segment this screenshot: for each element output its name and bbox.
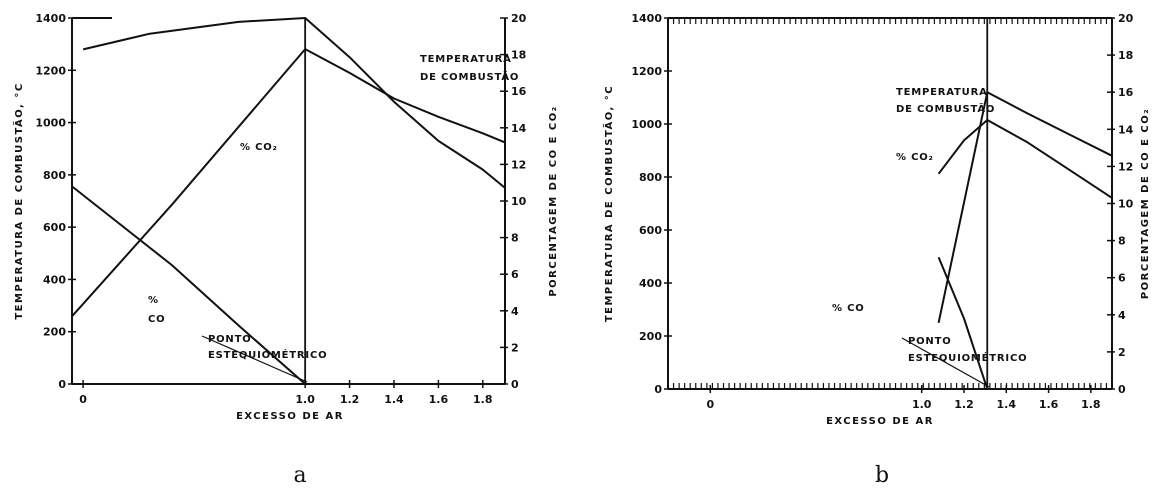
y-tick-label-left: 600: [639, 224, 662, 237]
y-tick-label-right: 8: [1118, 235, 1126, 248]
y-tick-label-right: 18: [1118, 49, 1133, 62]
y-tick-label-right: 6: [1118, 272, 1126, 285]
annotation-de-combustao: DE COMBUSTÃO: [896, 102, 995, 115]
annotation-co2: % CO₂: [240, 142, 278, 153]
y-tick-label-left: 1000: [35, 117, 66, 130]
x-tick-label: 1.4: [384, 393, 404, 406]
y-tick-label-right: 10: [511, 195, 527, 208]
y-tick-label-left: 200: [639, 330, 662, 343]
y-tick-label-left: 800: [639, 171, 662, 184]
y-tick-label-left: 1200: [35, 64, 66, 77]
x-tick-label: 0: [79, 393, 87, 406]
y-tick-label-right: 0: [1118, 383, 1126, 396]
annotation-estequiometrico: ESTEQUIOMÉTRICO: [208, 348, 327, 361]
y-tick-label-right: 16: [1118, 86, 1134, 99]
y-tick-label-right: 6: [511, 268, 519, 281]
x-tick-label: 1.6: [1039, 398, 1059, 411]
x-tick-label: 1.8: [473, 393, 493, 406]
y-tick-label-right: 4: [511, 305, 519, 318]
y-tick-label-right: 18: [511, 49, 526, 62]
annotation-co: % CO: [832, 303, 865, 314]
annotation-co-percent: %: [148, 295, 159, 306]
annotation-temperatura: TEMPERATURA: [420, 54, 512, 65]
y-tick-label-right: 16: [511, 85, 527, 98]
annotation-estequiometrico: ESTEQUIOMÉTRICO: [908, 351, 1027, 364]
y-tick-label-right: 20: [511, 12, 527, 25]
y-tick-label-left: 200: [43, 326, 66, 339]
chart-panel-b: 0200400600800100012001400024681012141618…: [602, 12, 1151, 488]
annotation-ponto: PONTO: [208, 334, 252, 345]
y-tick-label-right: 12: [1118, 160, 1133, 173]
annotation-pointer: [201, 335, 308, 383]
y-tick-label-right: 0: [511, 378, 519, 391]
co-line: [71, 185, 306, 385]
y-tick-label-left: 1200: [631, 65, 662, 78]
annotation-pointer: [901, 337, 990, 388]
co2-line: [937, 119, 1113, 199]
y-tick-label-right: 4: [1118, 309, 1126, 322]
y-axis-title-left: TEMPERATURA DE COMBUSTÃO, °C: [12, 82, 25, 319]
co2-line: [71, 48, 506, 317]
y-axis-title-right: PORCENTAGEM DE CO E CO₂: [1140, 108, 1151, 299]
y-axis-title-right: PORCENTAGEM DE CO E CO₂: [548, 105, 559, 296]
y-axis-title-left: TEMPERATURA DE COMBUSTÃO, °C: [602, 85, 615, 322]
x-axis-title: EXCESSO DE AR: [236, 411, 344, 422]
y-tick-label-left: 1400: [631, 12, 662, 25]
x-tick-label: 1.8: [1081, 398, 1101, 411]
y-tick-label-left: 600: [43, 221, 66, 234]
y-tick-label-left: 800: [43, 169, 66, 182]
x-tick-label: 0: [706, 398, 714, 411]
y-tick-label-right: 2: [511, 341, 519, 354]
panel-caption: b: [875, 463, 889, 488]
y-tick-label-left: 0: [654, 383, 662, 396]
x-tick-label: 1.6: [429, 393, 449, 406]
y-tick-label-right: 20: [1118, 12, 1134, 25]
temperature-line: [82, 17, 506, 189]
y-tick-label-right: 14: [511, 122, 527, 135]
co-line: [937, 256, 989, 390]
y-tick-label-right: 14: [1118, 123, 1134, 136]
y-tick-label-right: 2: [1118, 346, 1126, 359]
x-tick-label: 1.2: [340, 393, 360, 406]
y-tick-label-left: 0: [58, 378, 66, 391]
annotation-temperatura: TEMPERATURA: [896, 87, 988, 98]
x-tick-label: 1.2: [954, 398, 974, 411]
x-axis-title: EXCESSO DE AR: [826, 416, 934, 427]
y-tick-label-right: 10: [1118, 198, 1134, 211]
x-tick-label: 1.4: [997, 398, 1017, 411]
annotation-de-combustao: DE COMBUSTÃO: [420, 70, 519, 83]
chart-panel-a: 0200400600800100012001400024681012141618…: [12, 12, 559, 488]
temperature-line: [937, 91, 1113, 324]
y-tick-label-left: 1000: [631, 118, 662, 131]
annotation-co: CO: [148, 314, 165, 325]
y-tick-label-left: 1400: [35, 12, 66, 25]
y-tick-label-left: 400: [43, 273, 66, 286]
panel-caption: a: [293, 463, 306, 488]
x-tick-label: 1.0: [912, 398, 932, 411]
annotation-co2: % CO₂: [896, 152, 934, 163]
x-tick-label: 1.0: [295, 393, 315, 406]
y-tick-label-right: 12: [511, 158, 526, 171]
annotation-ponto: PONTO: [908, 336, 952, 347]
y-tick-label-right: 8: [511, 232, 519, 245]
y-tick-label-left: 400: [639, 277, 662, 290]
